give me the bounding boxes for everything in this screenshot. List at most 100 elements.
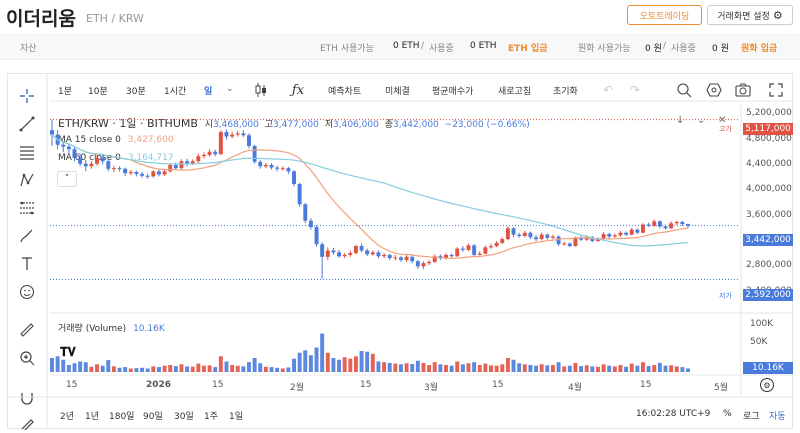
candle-body [635,229,640,233]
interval-1m[interactable]: 1분 [58,87,73,97]
interval-10m[interactable]: 10분 [88,87,108,97]
range-button[interactable]: 30일 [174,412,194,422]
candle-body [61,144,66,147]
redo-icon[interactable]: ↷ [629,83,641,97]
candle-body [207,151,212,155]
interval-1h[interactable]: 1시간 [164,87,187,97]
avg-buy-price-button[interactable]: 평균매수가 [432,87,474,97]
volume-bar [393,363,398,372]
scroll-down-icon[interactable]: ↓ [676,115,685,126]
y-tick-label: 4,000,000 [746,184,792,195]
candle-body [404,256,409,260]
refresh-button[interactable]: 새로고침 [498,87,532,97]
volume-bar [657,362,662,372]
collapse-legend-icon[interactable]: ˄ [57,171,77,187]
close-icon[interactable]: ✕ [718,115,727,126]
volume-bar [427,365,432,372]
reset-button[interactable]: 초기화 [553,87,578,97]
low-label: 저 [324,120,333,130]
volume-bar [145,368,150,372]
candle-body [348,253,353,255]
candle-body [286,168,291,172]
candle-body [269,165,274,168]
fullscreen-icon[interactable] [766,80,786,100]
volume-bar [477,365,482,372]
percent-toggle[interactable]: % [723,409,732,419]
forecast-chart-button[interactable]: 예측차트 [328,87,362,97]
candle-body [308,220,313,228]
candle-body [241,133,246,136]
range-button[interactable]: 2년 [60,412,75,422]
open-label: 시 [204,120,214,130]
range-button[interactable]: 1주 [204,412,219,422]
volume-bar [534,365,539,372]
auto-toggle[interactable]: 자동 [769,412,786,422]
screen-settings-button[interactable]: 거래화면 설정 ⚙ [707,5,793,25]
unfilled-orders-button[interactable]: 미체결 [385,87,410,97]
horizontal-lines-icon[interactable] [16,142,38,162]
pattern-icon[interactable] [16,170,38,190]
volume-bar [353,356,358,372]
magnet-icon[interactable] [16,388,38,408]
volume-bar [123,367,128,372]
volume-bar [550,365,555,372]
volume-bar [404,363,409,372]
interval-1d[interactable]: 일 [204,87,213,97]
text-tool-icon[interactable] [16,254,38,274]
settings-hex-icon[interactable] [704,80,724,100]
ruler-icon[interactable] [16,320,38,340]
log-toggle[interactable]: 로그 [743,412,760,422]
slash-separator: / [421,41,425,51]
brush-icon[interactable] [16,226,38,246]
candle-body [686,224,690,226]
x-tick-label: 15 [360,380,372,390]
candle-body [421,263,426,267]
candle-body [550,236,555,238]
candle-body [252,146,257,162]
candle-body [641,224,645,233]
high-marker-label: 고가 [719,125,732,133]
volume-bar [230,365,235,372]
search-chart-icon[interactable] [674,80,694,100]
eth-in-use-label: 사용중 [429,44,454,54]
open-value: 3,468,000 [213,120,259,130]
range-button[interactable]: 180일 [109,412,135,422]
volume-bar [382,362,387,372]
krw-deposit-link[interactable]: 원화 입금 [741,44,778,54]
volume-bar [590,366,595,372]
candle-type-icon[interactable] [251,80,271,100]
volume-bar [156,367,161,372]
interval-30m[interactable]: 30분 [126,87,146,97]
indicator-fx-icon[interactable]: ƒx [291,82,305,98]
crosshair-icon[interactable] [16,86,38,106]
candle-body [438,256,443,259]
emoji-icon[interactable] [16,282,38,302]
pencil-icon[interactable] [16,416,38,430]
auto-trading-button[interactable]: 오토트레이딩 [627,5,702,25]
settings-icon[interactable]: ⚙ [760,378,774,392]
volume-bar [258,363,263,372]
eth-deposit-link[interactable]: ETH 입금 [508,44,548,54]
fib-icon[interactable] [16,198,38,218]
hide-icon[interactable]: ⌄ [697,115,706,126]
candle-body [410,256,415,262]
candle-body [303,204,308,221]
zoom-in-icon[interactable] [16,348,38,368]
candle-body [432,256,437,262]
range-button[interactable]: 1년 [85,412,100,422]
volume-bar [522,364,527,372]
candle-body [522,232,527,236]
candle-body [213,151,218,155]
candle-body [168,165,173,172]
trend-line-icon[interactable] [16,114,38,134]
volume-bar [624,366,629,372]
candle-body [320,244,325,257]
undo-icon[interactable]: ↶ [602,83,614,97]
x-tick-label: 2월 [290,383,305,393]
volume-bar [359,351,364,372]
range-button[interactable]: 1일 [229,412,244,422]
range-button[interactable]: 90일 [143,412,163,422]
camera-icon[interactable] [733,80,753,100]
chevron-down-icon[interactable]: ⌄ [226,84,234,94]
